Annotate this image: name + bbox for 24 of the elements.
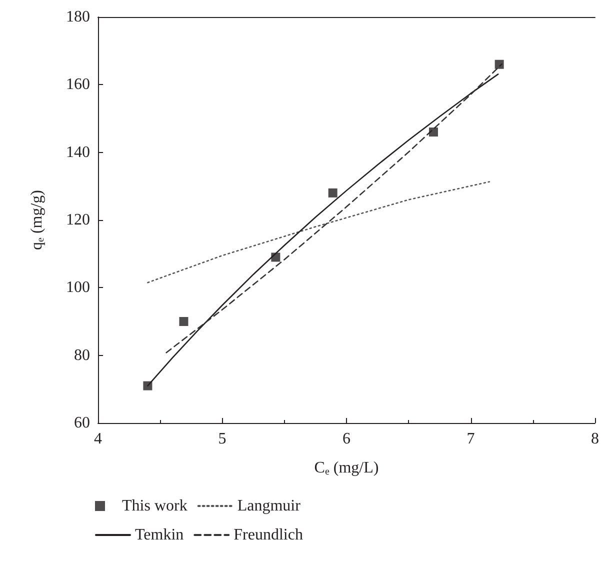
y-tick-label: 60 <box>74 414 90 432</box>
point <box>494 60 504 69</box>
y-tick-label: 100 <box>66 279 90 296</box>
y-tick-label: 120 <box>66 212 90 228</box>
point <box>271 252 280 262</box>
x-tick-label: 5 <box>218 430 226 448</box>
x-tick-label: 6 <box>342 430 350 448</box>
legend-label: Temkin <box>135 526 184 544</box>
y-tick-label: 160 <box>66 76 90 94</box>
point <box>179 317 188 326</box>
x-tick-label: 7 <box>466 430 475 448</box>
legend-label: Freundlich <box>234 526 303 544</box>
y-tick-label: 140 <box>66 144 90 161</box>
x-tick-label: 4 <box>94 430 102 448</box>
legend-label: This work <box>122 498 188 514</box>
legend-label: Langmuir <box>237 498 302 514</box>
y-axis-title: qe (mg/g) <box>28 190 46 250</box>
y-tick-label: 180 <box>66 8 90 26</box>
line-series <box>147 181 490 284</box>
point <box>428 128 438 137</box>
point <box>328 188 338 198</box>
y-tick-label: 80 <box>74 346 90 364</box>
point <box>143 381 152 390</box>
x-tick-label: 8 <box>591 430 599 448</box>
